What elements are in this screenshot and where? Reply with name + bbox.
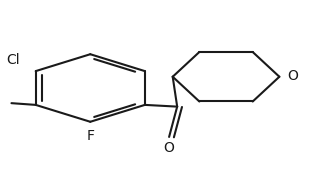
Text: O: O xyxy=(287,69,298,83)
Text: Cl: Cl xyxy=(6,53,20,67)
Text: F: F xyxy=(86,129,94,143)
Text: O: O xyxy=(164,141,174,155)
